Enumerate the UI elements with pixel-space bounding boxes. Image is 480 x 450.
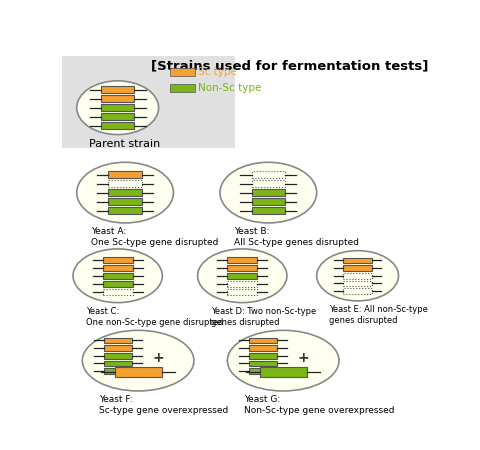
Bar: [170, 68, 195, 76]
Bar: [170, 85, 195, 92]
Ellipse shape: [317, 251, 398, 301]
Bar: [343, 281, 372, 286]
Bar: [108, 180, 142, 187]
Bar: [249, 353, 277, 359]
Bar: [343, 288, 372, 294]
Bar: [104, 338, 132, 343]
Text: Non-Sc type: Non-Sc type: [198, 83, 261, 93]
Bar: [101, 104, 134, 111]
Bar: [252, 198, 285, 205]
Ellipse shape: [198, 249, 287, 302]
Bar: [252, 180, 285, 187]
Text: Yeast E: All non-Sc-type
genes disrupted: Yeast E: All non-Sc-type genes disrupted: [329, 305, 428, 325]
Bar: [227, 265, 257, 270]
Bar: [227, 256, 257, 262]
Ellipse shape: [77, 162, 173, 223]
Bar: [104, 368, 132, 374]
Bar: [252, 171, 285, 178]
Text: Yeast D: Two non-Sc-type
genes disrupted: Yeast D: Two non-Sc-type genes disrupted: [211, 307, 316, 327]
Bar: [103, 281, 133, 287]
Bar: [249, 368, 277, 374]
Bar: [227, 289, 257, 295]
Ellipse shape: [228, 330, 339, 391]
Bar: [103, 265, 133, 270]
Bar: [101, 113, 134, 120]
Bar: [108, 171, 142, 178]
Bar: [227, 273, 257, 279]
Bar: [343, 258, 372, 263]
FancyBboxPatch shape: [62, 56, 235, 148]
Text: Yeast A:
One Sc-type gene disrupted: Yeast A: One Sc-type gene disrupted: [91, 227, 218, 247]
Bar: [108, 189, 142, 196]
Bar: [103, 256, 133, 262]
Text: Yeast B:
All Sc-type genes disrupted: Yeast B: All Sc-type genes disrupted: [234, 227, 360, 247]
Bar: [101, 95, 134, 102]
Text: Sc type: Sc type: [198, 67, 237, 77]
Text: Yeast C:
One non-Sc-type gene disrupted: Yeast C: One non-Sc-type gene disrupted: [86, 307, 224, 327]
Bar: [249, 345, 277, 351]
Bar: [108, 207, 142, 214]
Bar: [343, 266, 372, 271]
Bar: [260, 367, 307, 377]
Bar: [101, 86, 134, 93]
Ellipse shape: [83, 330, 194, 391]
Text: [Strains used for fermentation tests]: [Strains used for fermentation tests]: [151, 59, 428, 72]
Bar: [104, 360, 132, 366]
Text: Yeast G:
Non-Sc-type gene overexpressed: Yeast G: Non-Sc-type gene overexpressed: [244, 395, 395, 415]
Bar: [103, 289, 133, 295]
Text: Yeast F:
Sc-type gene overexpressed: Yeast F: Sc-type gene overexpressed: [99, 395, 228, 415]
Text: +: +: [298, 351, 309, 364]
Bar: [252, 189, 285, 196]
Bar: [108, 198, 142, 205]
Ellipse shape: [77, 81, 158, 135]
Bar: [343, 273, 372, 279]
Text: Parent strain: Parent strain: [89, 139, 160, 148]
Ellipse shape: [220, 162, 317, 223]
Bar: [101, 122, 134, 129]
Bar: [104, 353, 132, 359]
Text: +: +: [152, 351, 164, 364]
Bar: [103, 273, 133, 279]
Bar: [115, 367, 162, 377]
Bar: [104, 345, 132, 351]
Ellipse shape: [73, 249, 162, 302]
Bar: [249, 338, 277, 343]
Bar: [249, 360, 277, 366]
Bar: [252, 207, 285, 214]
Bar: [227, 281, 257, 287]
